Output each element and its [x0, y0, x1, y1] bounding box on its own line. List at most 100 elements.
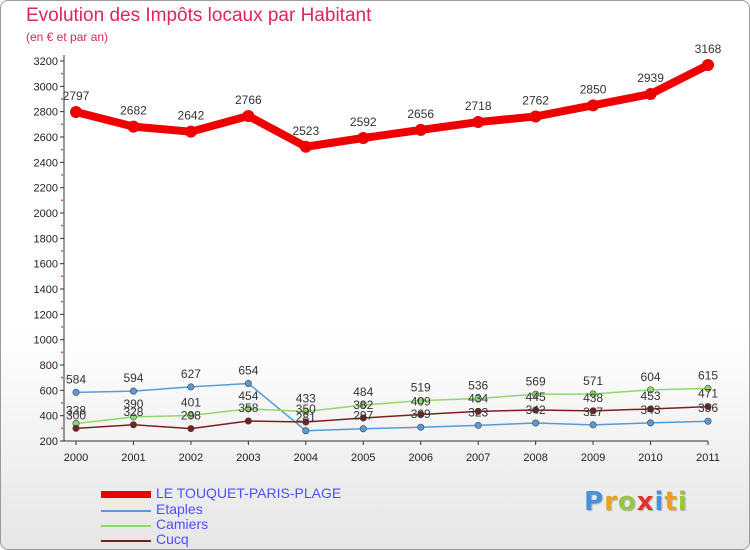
data-point	[532, 419, 540, 427]
y-tick-label: 2200	[34, 183, 58, 195]
data-point	[704, 384, 712, 392]
data-point	[127, 120, 140, 133]
data-label: 327	[583, 405, 603, 419]
y-tick-label: 1800	[34, 233, 58, 245]
data-point	[474, 421, 482, 429]
data-point	[72, 424, 80, 432]
data-point	[589, 407, 597, 415]
data-point	[702, 59, 714, 72]
data-label: 281	[296, 411, 316, 425]
data-point	[302, 427, 310, 435]
legend-label-cucq: Cucq	[156, 531, 189, 547]
x-tick-label: 2003	[236, 452, 260, 464]
data-label: 2797	[63, 89, 90, 103]
data-point	[184, 125, 197, 138]
y-tick-label: 800	[40, 360, 58, 372]
data-point	[187, 425, 195, 433]
data-point	[302, 418, 310, 426]
data-point	[357, 132, 370, 145]
data-label: 328	[123, 405, 143, 419]
data-point	[417, 397, 425, 405]
y-minor-tick	[61, 300, 63, 303]
data-label: 571	[583, 374, 603, 388]
data-label: 569	[526, 374, 546, 388]
data-point	[70, 106, 82, 119]
data-label: 343	[641, 403, 661, 417]
legend-label-le-touquet: LE TOUQUET-PARIS-PLAGE	[156, 485, 342, 501]
data-point	[359, 401, 367, 409]
data-label: 627	[181, 367, 201, 381]
data-label: 594	[123, 371, 143, 385]
data-label: 2642	[178, 109, 205, 123]
x-tick-label: 2008	[523, 452, 547, 464]
data-point	[532, 406, 540, 414]
data-label: 350	[296, 402, 316, 416]
legend-label-camiers: Camiers	[156, 516, 209, 532]
data-label: 433	[296, 391, 316, 405]
x-tick-label: 2011	[696, 452, 720, 464]
brand-letter: i	[654, 487, 665, 517]
y-tick-label: 2600	[34, 132, 58, 144]
data-label: 300	[66, 408, 86, 422]
data-label: 390	[123, 397, 143, 411]
data-label: 615	[698, 368, 718, 382]
y-tick-label: 2400	[34, 157, 58, 169]
data-label: 604	[641, 370, 661, 384]
data-point	[129, 413, 137, 421]
data-point	[647, 405, 655, 413]
y-tick-label: 400	[40, 411, 58, 423]
y-minor-tick	[61, 351, 63, 354]
legend-swatch-camiers	[101, 525, 151, 527]
data-point	[244, 405, 252, 413]
y-tick-label: 1200	[34, 309, 58, 321]
brand-letter: x	[636, 487, 655, 517]
data-label: 2718	[465, 99, 492, 113]
data-label: 3168	[695, 42, 722, 56]
y-minor-tick	[61, 275, 63, 278]
data-point	[417, 423, 425, 431]
data-label: 471	[698, 387, 718, 401]
y-minor-tick	[61, 98, 63, 100]
y-minor-tick	[61, 250, 63, 252]
x-tick-label: 2005	[351, 452, 375, 464]
data-label: 401	[181, 396, 201, 410]
data-point	[359, 425, 367, 433]
brand-letter: i	[677, 487, 688, 517]
brand-logo: Proxiti	[584, 487, 688, 517]
data-label: 309	[411, 407, 431, 421]
data-point	[129, 387, 137, 395]
data-point	[589, 390, 597, 398]
data-point	[644, 88, 657, 101]
y-minor-tick	[61, 174, 63, 176]
legend-swatch-le-touquet	[101, 491, 151, 498]
data-label: 323	[468, 405, 488, 419]
data-point	[302, 407, 310, 415]
x-tick-label: 2006	[408, 452, 432, 464]
data-point	[647, 419, 655, 427]
data-point	[129, 421, 137, 429]
series-line-etaples	[75, 382, 709, 432]
data-label: 453	[641, 389, 661, 403]
data-point	[72, 388, 80, 396]
data-point	[244, 379, 252, 387]
y-minor-tick	[61, 402, 63, 404]
data-label: 2523	[292, 124, 319, 138]
chart-title: Evolution des Impôts locaux par Habitant	[26, 5, 372, 26]
y-tick-label: 2800	[34, 107, 58, 119]
data-label: 536	[468, 378, 488, 392]
data-label: 2939	[637, 71, 664, 85]
y-minor-tick	[61, 376, 63, 379]
x-tick-label: 2010	[638, 452, 662, 464]
y-tick-label: 200	[40, 436, 58, 448]
data-label: 2656	[407, 107, 434, 121]
y-tick-label: 1400	[34, 284, 58, 296]
data-point	[417, 411, 425, 419]
data-point	[299, 140, 312, 153]
legend-swatch-etaples	[101, 510, 151, 512]
y-minor-tick	[61, 123, 63, 126]
data-point	[474, 394, 482, 402]
y-tick-label: 1000	[34, 335, 58, 347]
y-minor-tick	[61, 148, 63, 151]
